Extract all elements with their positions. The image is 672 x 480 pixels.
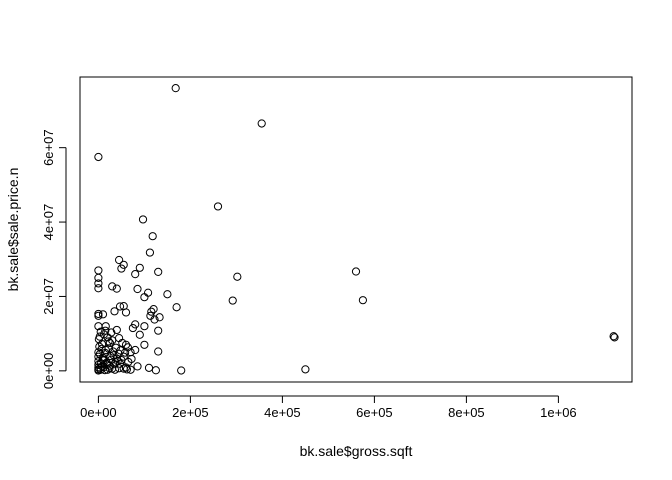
data-point <box>149 304 158 314</box>
data-point <box>351 267 361 276</box>
data-point <box>128 323 137 333</box>
data-point <box>109 347 118 356</box>
data-point <box>150 315 159 324</box>
data-point <box>154 347 163 356</box>
data-point <box>99 330 109 339</box>
data-point <box>101 322 110 331</box>
data-point <box>145 248 155 257</box>
data-point <box>115 255 124 265</box>
plot-frame <box>79 76 633 383</box>
data-point <box>94 311 103 320</box>
x-tick-label: 1e+06 <box>540 405 577 420</box>
data-point <box>108 282 117 291</box>
data-point <box>94 279 103 288</box>
data-point <box>126 365 135 374</box>
data-point <box>213 202 223 211</box>
data-point <box>94 266 103 275</box>
data-point <box>115 364 124 373</box>
data-point <box>107 328 116 337</box>
x-axis-title: bk.sale$gross.sqft <box>300 443 413 459</box>
data-point <box>117 264 126 273</box>
data-point <box>151 366 160 375</box>
y-axis-title: bk.sale$sale.price.n <box>5 168 21 292</box>
data-point <box>121 308 131 317</box>
data-point <box>358 296 367 305</box>
data-point <box>105 364 114 373</box>
x-tick-label: 4e+05 <box>264 405 301 420</box>
data-point <box>133 284 142 294</box>
data-point <box>155 313 164 322</box>
data-point <box>138 215 148 224</box>
data-point <box>163 290 172 299</box>
data-point <box>131 270 140 279</box>
data-point <box>94 360 103 369</box>
data-point <box>110 307 119 316</box>
data-point <box>147 307 156 316</box>
data-point <box>120 348 130 357</box>
data-point <box>112 325 121 335</box>
data-point <box>143 288 153 297</box>
data-point <box>228 296 237 305</box>
data-point <box>140 293 149 302</box>
data-point <box>140 322 149 331</box>
data-point <box>94 273 103 282</box>
data-point <box>96 365 105 374</box>
data-point <box>133 362 142 371</box>
y-tick-label: 4e+07 <box>41 204 56 241</box>
data-point <box>98 355 107 364</box>
data-point <box>172 303 181 312</box>
data-point <box>111 358 120 367</box>
data-point <box>154 267 163 277</box>
data-point <box>98 310 108 319</box>
data-point <box>140 340 149 349</box>
data-point <box>105 338 115 348</box>
data-point <box>115 359 125 368</box>
data-point <box>154 326 163 335</box>
data-point <box>127 354 136 364</box>
x-tick-label: 0e+00 <box>80 405 117 420</box>
y-tick-label: 6e+07 <box>41 129 56 166</box>
data-point <box>177 366 186 375</box>
data-point <box>95 332 104 341</box>
x-tick-label: 2e+05 <box>172 405 209 420</box>
data-point <box>131 345 140 355</box>
x-axis: 0e+00 2e+05 4e+05 6e+05 8e+05 1e+06 <box>80 395 577 420</box>
data-point <box>115 302 125 311</box>
data-point <box>123 343 132 352</box>
data-point <box>233 272 242 281</box>
data-point <box>171 84 180 93</box>
data-point <box>135 263 144 272</box>
data-point <box>118 338 127 348</box>
data-point <box>144 363 154 372</box>
data-point <box>94 284 103 293</box>
data-point <box>148 232 157 241</box>
x-tick-label: 6e+05 <box>356 405 393 420</box>
data-point <box>135 330 144 339</box>
y-tick-label: 0e+00 <box>41 353 56 390</box>
data-point <box>301 365 310 374</box>
x-tick-label: 8e+05 <box>448 405 485 420</box>
data-point <box>257 119 266 128</box>
data-point <box>97 344 106 353</box>
data-point <box>610 333 619 342</box>
data-point <box>100 365 109 375</box>
y-tick-label: 2e+07 <box>41 278 56 315</box>
data-points <box>94 84 619 375</box>
data-point <box>104 337 113 346</box>
data-point <box>112 284 121 293</box>
y-axis: 0e+00 2e+07 4e+07 6e+07 <box>41 129 67 390</box>
data-point <box>609 332 618 341</box>
data-point <box>94 152 103 162</box>
